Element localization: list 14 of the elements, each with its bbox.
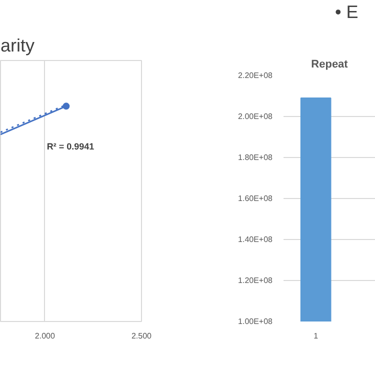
chart-title: Repeat [311,58,348,70]
y-tick-label: 1.40E+08 [238,235,274,244]
y-tick-label: 1.80E+08 [238,153,274,162]
y-tick-label: 2.20E+08 [238,71,274,80]
x-tick-label: 2.500 [131,332,152,340]
chart-subtitle: • E [335,1,358,24]
y-tick-label: 1.00E+08 [238,317,274,326]
x-tick-label: 2.000 [34,332,56,340]
chart-title: arity [0,36,35,56]
y-tick-label: 1.60E+08 [238,194,274,203]
y-tick-label: 2.00E+08 [238,112,274,121]
y-tick-label: 1.20E+08 [238,276,274,285]
x-tick-label: 1 [314,332,319,340]
annotation: R² = 0.9941 [46,142,94,152]
